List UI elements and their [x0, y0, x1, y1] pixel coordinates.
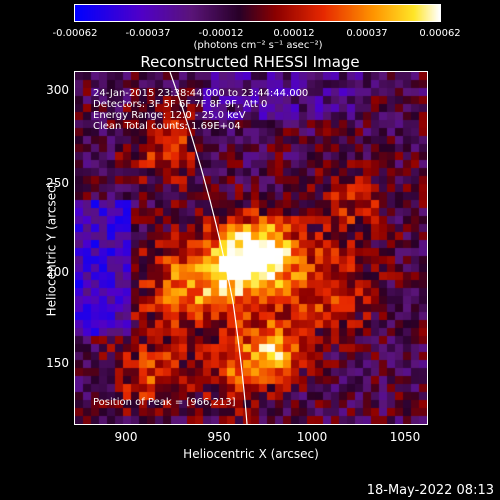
y-tick: 300 [46, 83, 69, 97]
y-tick: 200 [46, 265, 69, 279]
annotation-peak: Position of Peak = [966,213] [93, 397, 236, 408]
y-tick: 150 [46, 356, 69, 370]
annotation-energy: Energy Range: 12.0 - 25.0 keV [93, 110, 246, 121]
y-tick: 250 [46, 176, 69, 190]
x-tick: 900 [114, 430, 138, 444]
footer-timestamp: 18-May-2022 08:13 [366, 483, 494, 498]
annotation-detectors: Detectors: 3F 5F 6F 7F 8F 9F, Att 0 [93, 99, 268, 110]
image-plot: 24-Jan-2015 23:38:44.000 to 23:44:44.000… [74, 71, 428, 425]
x-tick: 1050 [389, 430, 421, 444]
rhessi-image-map [75, 72, 427, 424]
x-tick: 1000 [296, 430, 328, 444]
colorbar-tick: 0.00062 [419, 28, 461, 39]
colorbar [74, 4, 441, 22]
annotation-clean: Clean Total counts: 1.69E+04 [93, 121, 241, 132]
colorbar-tick: -0.00062 [52, 28, 98, 39]
colorbar-tick: -0.00037 [125, 28, 171, 39]
x-axis-label: Heliocentric X (arcsec) [183, 447, 319, 461]
colorbar-tick: -0.00012 [198, 28, 244, 39]
y-axis-label: Heliocentric Y (arcsec) [44, 181, 59, 317]
x-tick: 950 [207, 430, 231, 444]
colorbar-tick: 0.00012 [273, 28, 315, 39]
plot-title: Reconstructed RHESSI Image [140, 53, 360, 71]
colorbar-tick: 0.00037 [346, 28, 388, 39]
annotation-time-range: 24-Jan-2015 23:38:44.000 to 23:44:44.000 [93, 88, 309, 99]
limb-curve [169, 72, 248, 424]
colorbar-unit-label: (photons cm⁻² s⁻¹ asec⁻²) [193, 40, 323, 51]
